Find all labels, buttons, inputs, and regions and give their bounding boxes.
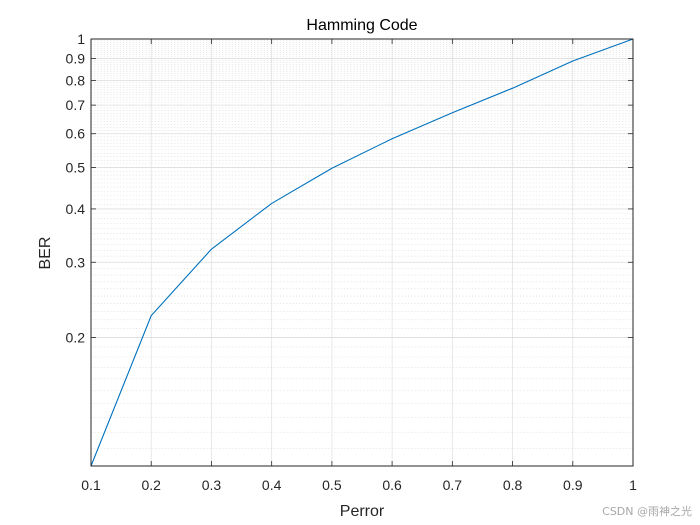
major-grid <box>90 39 634 466</box>
x-tick-label: 0.5 <box>322 477 342 493</box>
y-axis-label: BER <box>37 237 54 270</box>
x-tick-label: 0.8 <box>503 477 523 493</box>
y-tick-label: 0.5 <box>66 160 86 176</box>
watermark: CSDN @雨神之光 <box>602 505 692 518</box>
y-tick-label: 1 <box>77 31 85 47</box>
y-tick-label: 0.2 <box>66 329 86 345</box>
y-tick-label: 0.6 <box>66 126 86 142</box>
series-layer <box>90 38 634 467</box>
x-tick-label: 0.7 <box>443 477 463 493</box>
y-tick-label: 0.9 <box>66 51 86 67</box>
plot-frame <box>90 38 634 467</box>
x-tick-label: 1 <box>629 477 637 493</box>
chart-title: Hamming Code <box>306 17 417 34</box>
x-tick-label: 0.4 <box>262 477 282 493</box>
y-tick-label: 0.4 <box>66 201 86 217</box>
x-tick-label: 0.9 <box>563 477 583 493</box>
series-line <box>90 38 634 467</box>
x-axis-label: Perror <box>340 503 385 520</box>
x-tick-labels: 0.1 0.2 0.3 0.4 0.5 0.6 0.7 0.8 0.9 1 <box>81 477 637 493</box>
x-tick-label: 0.2 <box>141 477 161 493</box>
y-tick-labels: 0.2 0.3 0.4 0.5 0.6 0.7 0.8 0.9 1 <box>66 31 86 345</box>
plot-area <box>91 39 633 466</box>
x-tick-label: 0.6 <box>382 477 402 493</box>
x-tick-label: 0.1 <box>81 477 101 493</box>
y-tick-label: 0.8 <box>66 72 86 88</box>
y-tick-label: 0.3 <box>66 254 86 270</box>
y-tick-label: 0.7 <box>66 97 86 113</box>
ticks <box>90 38 634 467</box>
x-tick-label: 0.3 <box>202 477 222 493</box>
minor-grid <box>91 40 633 449</box>
